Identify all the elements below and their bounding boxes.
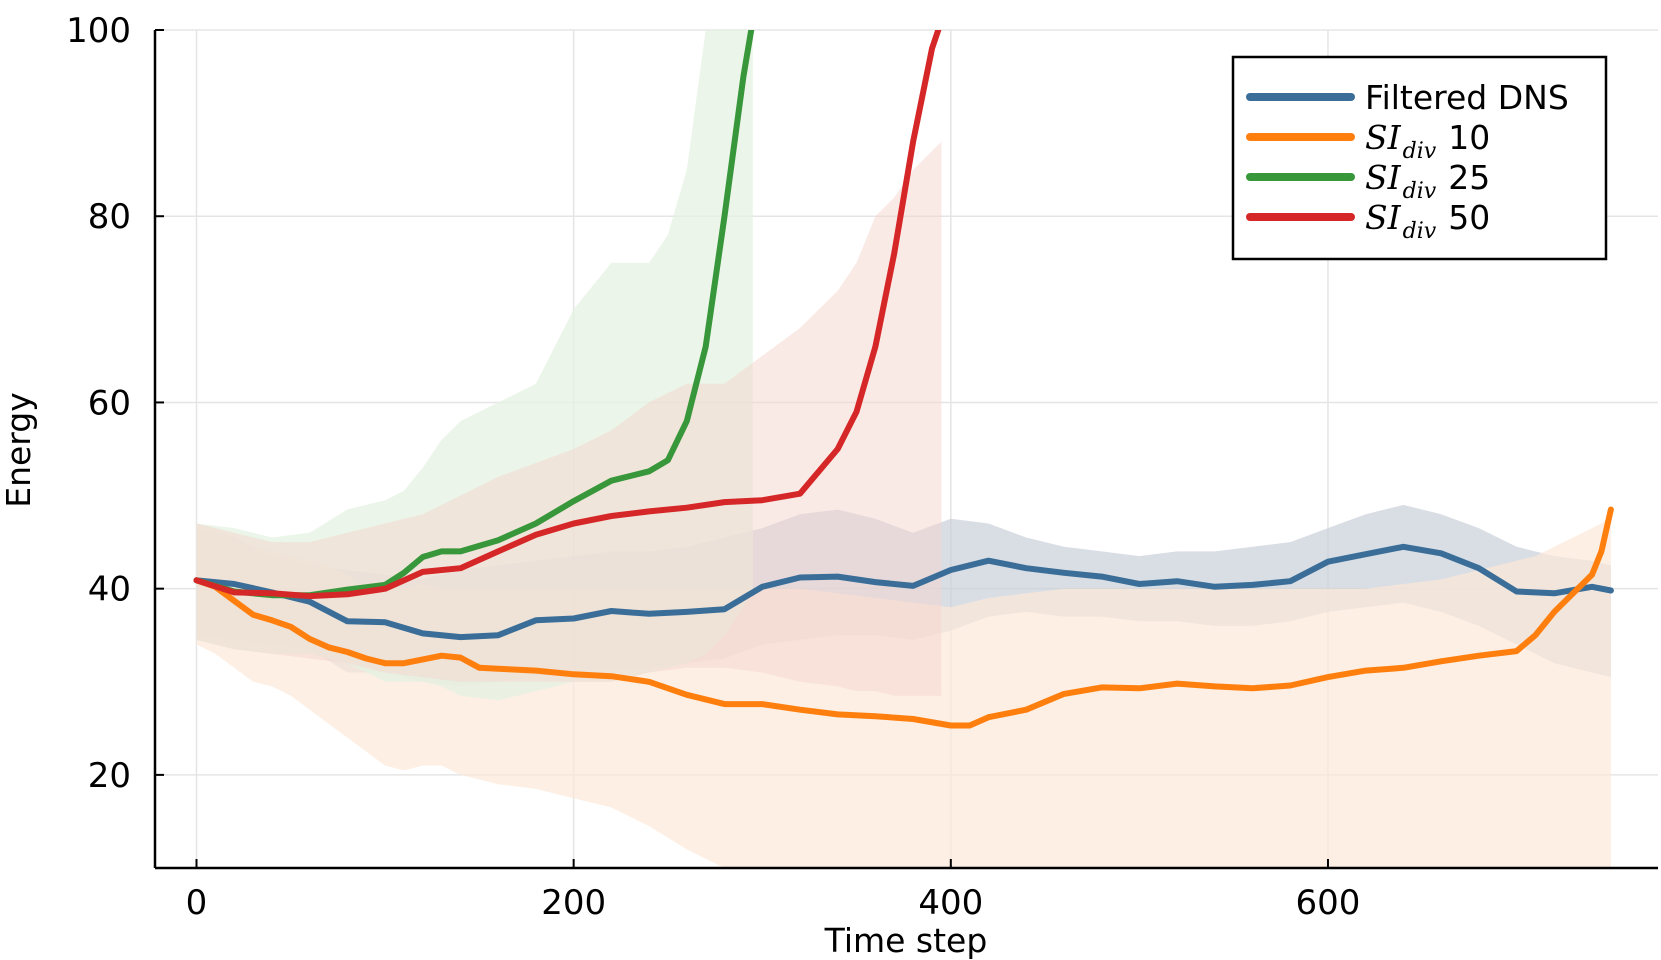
tick-labels: 0 200 400 600 20 40 60 80 100	[66, 11, 1360, 923]
y-tick-label-3: 80	[88, 197, 131, 237]
line-series-1	[193, 506, 1614, 729]
legend-label-2: SIdiv 25	[1365, 158, 1490, 204]
y-tick-label-4: 100	[66, 11, 131, 51]
y-tick-label-0: 20	[88, 756, 131, 796]
line-series-3	[193, 30, 942, 600]
line-series-0	[193, 543, 1614, 641]
uncertainty-bands	[196, 30, 1611, 868]
legend-label-3: SIdiv 50	[1365, 198, 1490, 244]
y-axis-label: Energy	[0, 392, 38, 508]
band-series-3	[196, 141, 942, 696]
x-tick-label-3: 600	[1296, 883, 1361, 923]
x-tick-label-0: 0	[186, 883, 208, 923]
y-tick-label-1: 40	[88, 570, 131, 610]
legend-label-0: Filtered DNS	[1365, 78, 1569, 117]
x-tick-label-2: 400	[918, 883, 983, 923]
series-lines	[193, 30, 1614, 729]
axes	[153, 29, 1658, 870]
y-tick-label-2: 60	[88, 383, 131, 423]
x-tick-label-1: 200	[541, 883, 606, 923]
legend-label-1: SIdiv 10	[1365, 118, 1490, 164]
legend-box	[1231, 55, 1608, 261]
x-axis-label: Time step	[824, 921, 988, 960]
